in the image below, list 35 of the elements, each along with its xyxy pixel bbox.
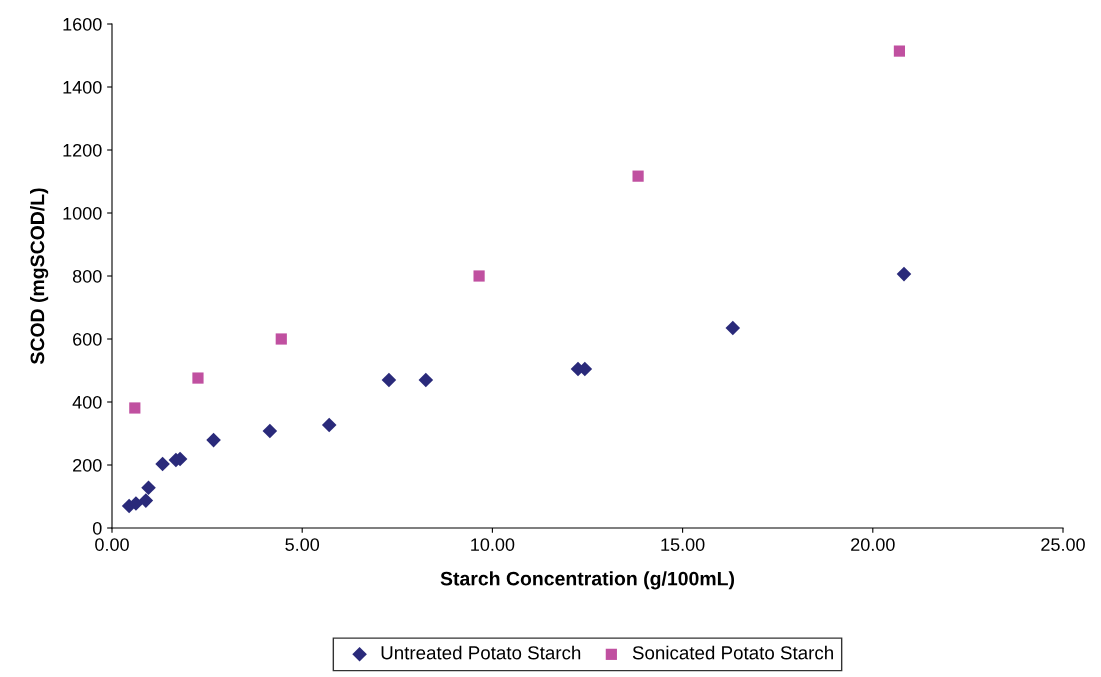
point: [192, 372, 204, 384]
x-tick-label: 0.00: [95, 538, 129, 551]
x-tick-label: 5.00: [285, 538, 320, 551]
y-tick-label: 1600: [63, 17, 102, 31]
point: [129, 402, 141, 414]
point: [473, 270, 485, 282]
x-tick-label: 10.00: [471, 538, 515, 551]
y-tick-label: 1000: [63, 206, 102, 220]
point: [262, 423, 278, 439]
y-tick-label: 1200: [63, 143, 102, 157]
point: [155, 456, 170, 472]
point: [896, 266, 912, 282]
point: [381, 372, 397, 388]
y-axis-title: SCOD (mgSCOD/L): [30, 188, 49, 365]
y-tick-label: 200: [73, 458, 102, 472]
point: [321, 417, 337, 433]
point: [725, 320, 741, 336]
point: [141, 480, 156, 495]
point: [138, 493, 154, 508]
y-tick-label: 800: [72, 269, 102, 283]
y-tick-label: 1400: [63, 80, 102, 94]
x-tick-label: 20.00: [851, 538, 895, 551]
x-tick-label: 15.00: [661, 538, 705, 551]
x-axis-title: Starch Concentration (g/100mL): [440, 571, 735, 590]
y-tick-label: 600: [73, 332, 102, 346]
x-tick-label: 25.00: [1041, 538, 1085, 551]
point: [275, 333, 287, 345]
y-tick-label: 400: [72, 395, 102, 409]
legend-label: Sonicated Potato Starch: [632, 645, 833, 660]
point: [632, 170, 644, 182]
point: [893, 45, 906, 57]
point: [418, 372, 434, 388]
point: [206, 432, 221, 448]
legend-label: Untreated Potato Starch: [381, 645, 581, 660]
y-tick-label: 0: [92, 521, 102, 535]
